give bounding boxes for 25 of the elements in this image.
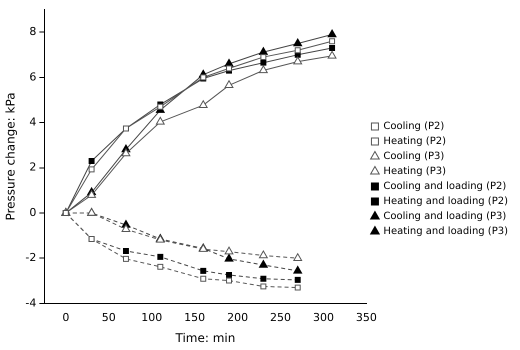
x-axis-title: Time: min: [174, 330, 236, 345]
y-tick-label: 2: [29, 160, 36, 174]
legend-label: Heating and loading (P2): [383, 196, 508, 208]
x-tick-label: 50: [102, 310, 116, 324]
legend-label: Heating (P3): [383, 166, 446, 178]
legend-label: Cooling (P3): [383, 151, 444, 162]
y-axis-title: Pressure change: kPa: [3, 92, 18, 221]
x-tick-label: 0: [62, 310, 70, 324]
x-tick-label: 250: [270, 310, 292, 324]
x-tick-label: 300: [312, 310, 334, 324]
x-tick-label: 150: [184, 310, 206, 324]
x-tick-label: 350: [356, 310, 377, 324]
legend-label: Cooling and loading (P3): [383, 211, 506, 222]
legend-label: Cooling (P2): [383, 121, 444, 132]
legend-label: Cooling and loading (P2): [383, 181, 506, 192]
x-tick-label: 200: [227, 310, 248, 324]
y-tick-label: 4: [29, 115, 36, 128]
legend-label: Heating and loading (P3): [383, 226, 508, 238]
y-tick-label: -4: [25, 296, 36, 310]
legend-label: Heating (P2): [383, 136, 446, 148]
x-tick-label: 100: [141, 310, 162, 324]
y-tick-label: 0: [29, 206, 36, 219]
y-tick-label: 6: [29, 70, 36, 84]
y-tick-label: -2: [25, 251, 36, 264]
y-tick-label: 8: [29, 25, 36, 38]
